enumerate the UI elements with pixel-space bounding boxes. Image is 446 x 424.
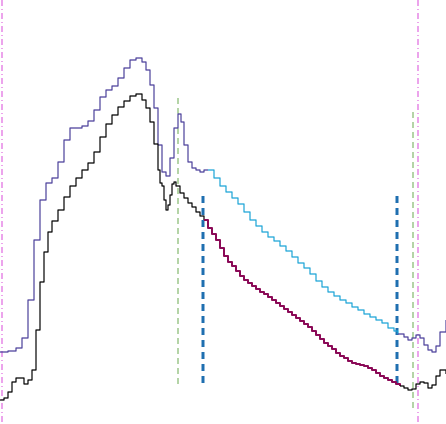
series-line-lower xyxy=(0,93,205,401)
series-line-upper xyxy=(0,57,208,353)
series-lines xyxy=(0,57,446,401)
series-line-upper-cyan xyxy=(208,169,399,334)
series-line-lower-purple xyxy=(204,219,401,386)
vertical-markers xyxy=(1,0,419,424)
series-line-upper-tail xyxy=(398,320,446,353)
series-line-lower-tail xyxy=(400,369,446,391)
